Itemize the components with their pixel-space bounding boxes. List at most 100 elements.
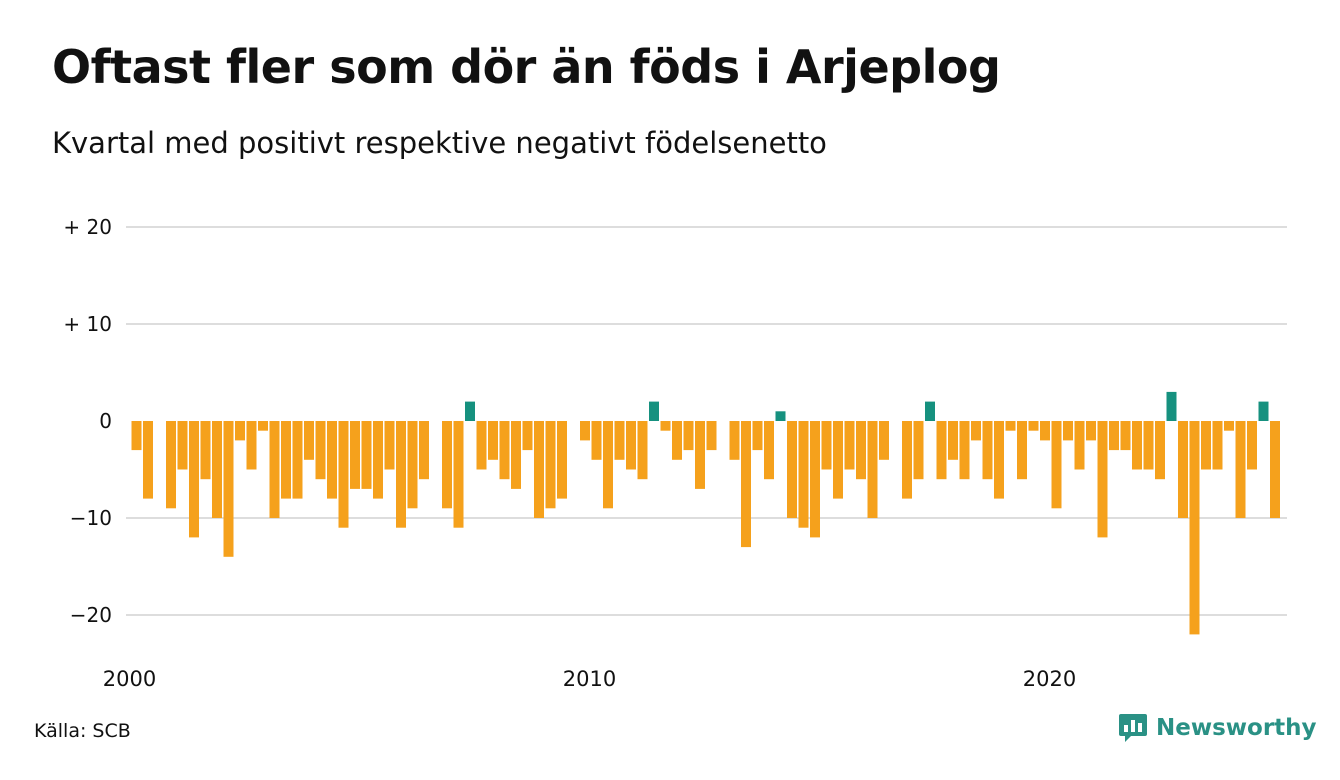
bar (810, 421, 820, 538)
bar (1143, 421, 1154, 470)
bar (614, 421, 625, 460)
bar (384, 421, 395, 470)
bar (212, 421, 222, 518)
bar (1005, 421, 1016, 431)
chart-title: Oftast fler som dör än föds i Arjeplog (52, 40, 1001, 94)
y-tick-label: −10 (70, 506, 112, 530)
bar (1189, 421, 1200, 635)
bar (637, 421, 648, 480)
bar (499, 421, 510, 480)
brand-name: Newsworthy (1156, 715, 1317, 741)
bar (959, 421, 970, 480)
bar (1074, 421, 1085, 470)
y-tick-label: −20 (70, 603, 112, 627)
bar (292, 421, 303, 499)
bar (1178, 421, 1188, 518)
bar (925, 401, 935, 421)
bar (971, 421, 981, 441)
bar (1166, 391, 1177, 421)
bar (166, 421, 176, 509)
bar (143, 421, 153, 499)
bar (407, 421, 418, 509)
bar (626, 421, 636, 470)
bar (913, 421, 924, 480)
bar (833, 421, 843, 499)
bar (1258, 401, 1269, 421)
bar (1201, 421, 1211, 470)
bar (419, 421, 429, 480)
bar (453, 421, 464, 528)
bar (522, 421, 533, 451)
bar (1063, 421, 1073, 441)
bar (1086, 421, 1096, 441)
bar (1051, 421, 1062, 509)
bar (557, 421, 567, 499)
bar (373, 421, 383, 499)
bar (580, 421, 590, 441)
y-tick-label: 0 (99, 409, 112, 433)
x-tick-label: 2020 (1023, 667, 1076, 691)
bar (315, 421, 326, 480)
bar (1224, 421, 1234, 431)
bar (649, 401, 659, 421)
x-tick-label: 2010 (563, 667, 616, 691)
bar (488, 421, 498, 460)
brand-logo: Newsworthy (1118, 712, 1317, 744)
bar (534, 421, 544, 518)
y-tick-label: + 10 (63, 312, 112, 336)
bar (1270, 421, 1280, 518)
bar (994, 421, 1004, 499)
bar (1120, 421, 1131, 451)
bar (867, 421, 878, 518)
bar (752, 421, 763, 451)
bar (775, 411, 786, 421)
chart-subtitle: Kvartal med positivt respektive negativt… (52, 126, 827, 160)
bar (304, 421, 314, 460)
bars (131, 391, 1280, 635)
bar (1212, 421, 1223, 470)
newsworthy-logo-icon (1119, 714, 1147, 742)
bar (545, 421, 556, 509)
bar (764, 421, 774, 480)
x-tick-label: 2000 (103, 667, 156, 691)
bar (1155, 421, 1165, 480)
bar (223, 421, 234, 557)
bar (258, 421, 268, 431)
bar (131, 421, 142, 451)
bar (281, 421, 291, 499)
bar (442, 421, 452, 509)
gridlines (126, 226, 1287, 616)
bar (879, 421, 889, 460)
bar (1097, 421, 1108, 538)
bar (683, 421, 694, 451)
bar (200, 421, 211, 480)
bar (936, 421, 947, 480)
bar (603, 421, 613, 509)
bar (361, 421, 372, 489)
bar (741, 421, 751, 548)
bar (327, 421, 337, 499)
bar (695, 421, 705, 489)
source-note: Källa: SCB (34, 720, 131, 742)
bar (706, 421, 717, 451)
bar (948, 421, 958, 460)
bar (177, 421, 188, 470)
bar (476, 421, 487, 470)
bar (1235, 421, 1246, 518)
bar (856, 421, 866, 480)
bar (982, 421, 993, 480)
y-tick-label: + 20 (63, 215, 112, 239)
bar (672, 421, 682, 460)
bar (729, 421, 740, 460)
bar (591, 421, 602, 460)
bar (269, 421, 280, 518)
bar (511, 421, 521, 489)
bar (396, 421, 406, 528)
bar (1040, 421, 1050, 441)
bar (787, 421, 797, 518)
bar (1109, 421, 1119, 451)
bar (660, 421, 671, 431)
bar (1017, 421, 1027, 480)
bar (246, 421, 257, 470)
bar (844, 421, 855, 470)
